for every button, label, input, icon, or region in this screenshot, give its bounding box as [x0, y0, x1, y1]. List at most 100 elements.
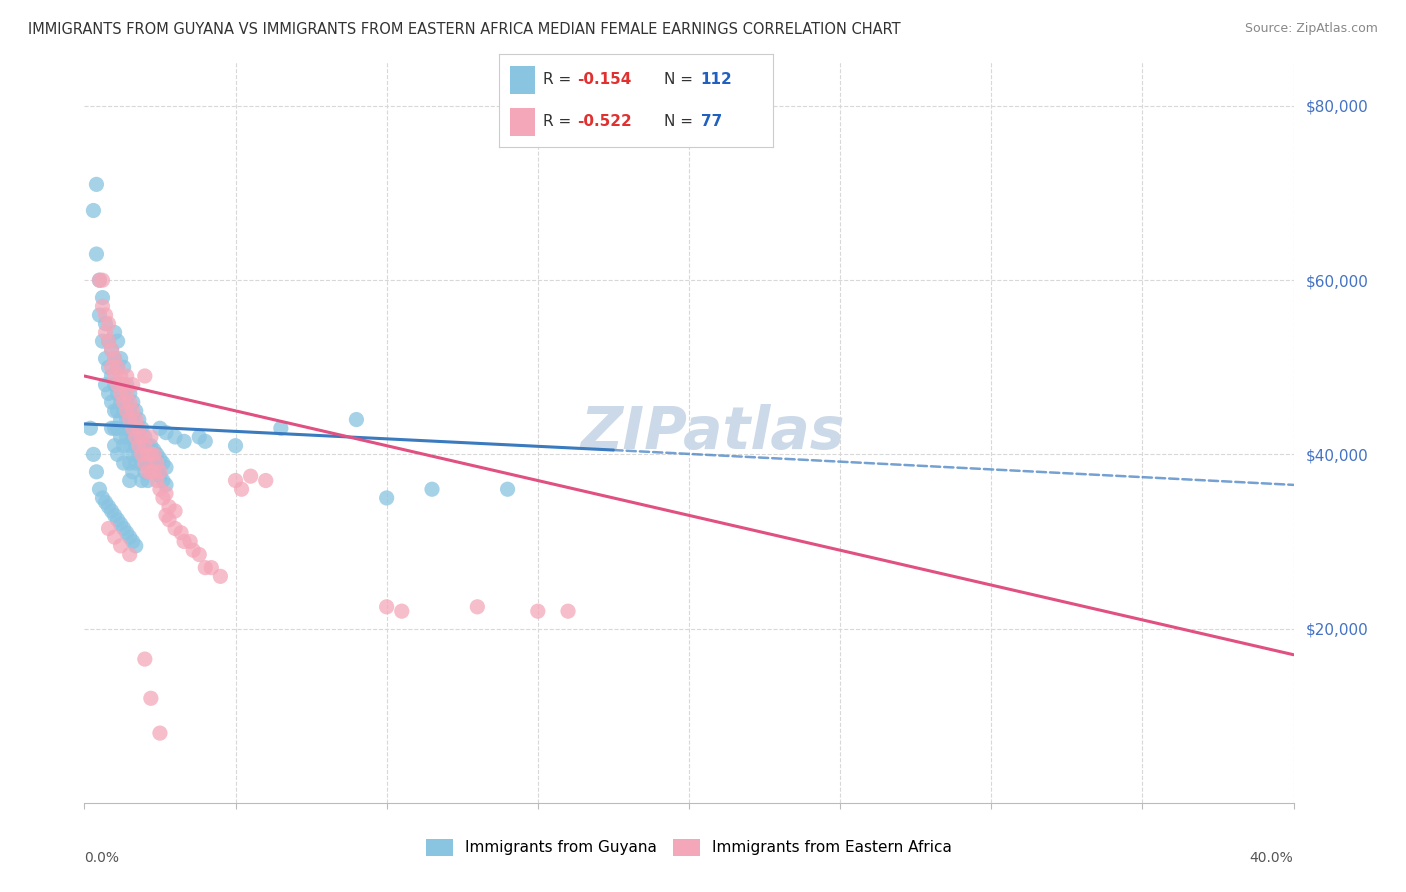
Point	[118, 474, 141, 488]
Point	[225, 474, 247, 488]
Point	[125, 404, 148, 418]
Point	[107, 421, 129, 435]
Point	[136, 465, 159, 479]
Point	[121, 404, 143, 418]
Point	[188, 430, 211, 444]
Text: 40.0%: 40.0%	[1250, 851, 1294, 864]
Point	[134, 456, 156, 470]
Point	[86, 178, 108, 192]
Point	[139, 456, 162, 470]
Point	[118, 439, 141, 453]
Point	[110, 351, 132, 366]
Legend: Immigrants from Guyana, Immigrants from Eastern Africa: Immigrants from Guyana, Immigrants from …	[419, 833, 959, 862]
Point	[346, 412, 368, 426]
Point	[97, 334, 120, 348]
Text: 112: 112	[700, 72, 733, 87]
Point	[118, 456, 141, 470]
Point	[128, 439, 150, 453]
Point	[121, 465, 143, 479]
Point	[112, 421, 135, 435]
Point	[142, 465, 165, 479]
Point	[231, 482, 253, 496]
Point	[527, 604, 550, 618]
Point	[115, 404, 138, 418]
Point	[157, 500, 180, 514]
Point	[173, 534, 195, 549]
Point	[375, 491, 398, 505]
Text: 77: 77	[700, 114, 721, 129]
Text: ZIPatlas: ZIPatlas	[581, 404, 845, 461]
Point	[139, 691, 162, 706]
Point	[121, 395, 143, 409]
Point	[115, 412, 138, 426]
Point	[107, 334, 129, 348]
Point	[136, 456, 159, 470]
Point	[104, 421, 127, 435]
Point	[112, 456, 135, 470]
Text: -0.522: -0.522	[578, 114, 633, 129]
Point	[225, 439, 247, 453]
Point	[557, 604, 579, 618]
Point	[139, 465, 162, 479]
Point	[142, 447, 165, 461]
Point	[107, 377, 129, 392]
Point	[89, 308, 111, 322]
Point	[149, 482, 172, 496]
Point	[128, 421, 150, 435]
Point	[94, 317, 117, 331]
Point	[194, 434, 217, 449]
Point	[89, 273, 111, 287]
Point	[104, 369, 127, 384]
Point	[155, 478, 177, 492]
Point	[112, 360, 135, 375]
Point	[115, 369, 138, 384]
Point	[128, 447, 150, 461]
Point	[104, 351, 127, 366]
Point	[131, 439, 153, 453]
Point	[82, 447, 104, 461]
Point	[118, 395, 141, 409]
Point	[97, 500, 120, 514]
Text: IMMIGRANTS FROM GUYANA VS IMMIGRANTS FROM EASTERN AFRICA MEDIAN FEMALE EARNINGS : IMMIGRANTS FROM GUYANA VS IMMIGRANTS FRO…	[28, 22, 901, 37]
Point	[115, 525, 138, 540]
Point	[165, 521, 187, 535]
Text: N =: N =	[664, 72, 697, 87]
Point	[149, 421, 172, 435]
Point	[107, 386, 129, 401]
Point	[136, 439, 159, 453]
Point	[149, 465, 172, 479]
Point	[115, 395, 138, 409]
Point	[139, 439, 162, 453]
Point	[194, 560, 217, 574]
Point	[239, 469, 262, 483]
Point	[112, 521, 135, 535]
Point	[125, 539, 148, 553]
Point	[136, 447, 159, 461]
Point	[134, 652, 156, 666]
Point	[100, 504, 122, 518]
Bar	[510, 66, 534, 94]
Point	[131, 447, 153, 461]
Point	[125, 421, 148, 435]
Point	[100, 421, 122, 435]
Point	[146, 474, 169, 488]
Point	[121, 430, 143, 444]
Point	[118, 548, 141, 562]
Bar	[510, 108, 534, 136]
Point	[97, 386, 120, 401]
Point	[94, 377, 117, 392]
Point	[91, 299, 114, 313]
Point	[188, 548, 211, 562]
Point	[100, 369, 122, 384]
Point	[110, 386, 132, 401]
Point	[91, 334, 114, 348]
Point	[115, 377, 138, 392]
Point	[89, 273, 111, 287]
Point	[104, 351, 127, 366]
Point	[121, 447, 143, 461]
Point	[104, 326, 127, 340]
Point	[209, 569, 232, 583]
Point	[155, 425, 177, 440]
Point	[94, 495, 117, 509]
Point	[100, 360, 122, 375]
